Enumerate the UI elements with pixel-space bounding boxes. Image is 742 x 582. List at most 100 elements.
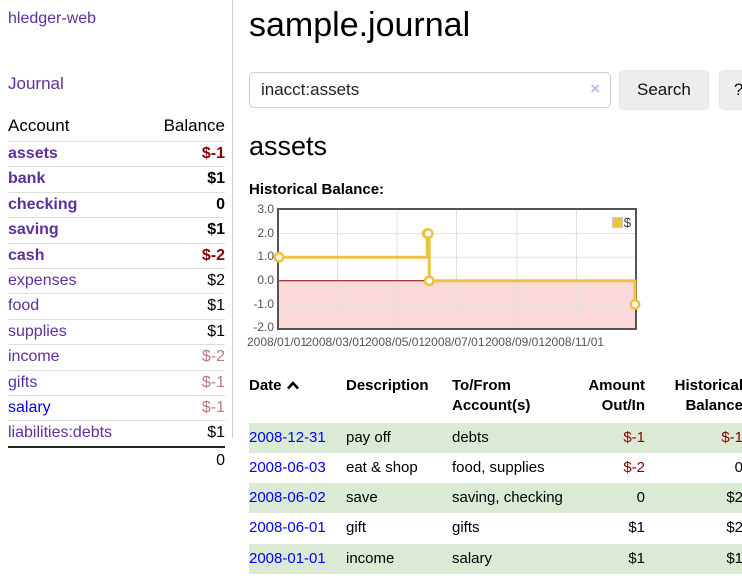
account-balance: $1	[144, 217, 225, 244]
account-link-liabilities-debts[interactable]: liabilities:debts	[8, 424, 113, 442]
account-row: gifts $-1	[8, 370, 225, 396]
transaction-date-link[interactable]: 2008-01-01	[249, 549, 326, 567]
transaction-amount: $1	[628, 519, 645, 537]
app-title-link[interactable]: hledger-web	[8, 10, 97, 27]
main-content: sample.journal × Search ? assets Histori…	[233, 0, 742, 574]
x-tick-label: 2008/01/01	[246, 335, 308, 350]
account-balance: $-2	[144, 344, 225, 371]
account-row: salary $-1	[8, 395, 225, 422]
help-button[interactable]: ?	[718, 70, 742, 111]
y-tick-label: 1.0	[257, 249, 274, 264]
legend-swatch-icon	[611, 217, 623, 229]
chart-title: Historical Balance:	[249, 181, 385, 199]
chart-point	[423, 275, 435, 287]
account-balance: $1	[144, 166, 225, 193]
register-table: Date Description To/From Account(s) Amou…	[249, 373, 742, 574]
account-balance: 0	[144, 192, 225, 219]
transaction-balance: 0	[734, 458, 742, 476]
legend-label: $	[623, 215, 631, 231]
sidebar: hledger-web Journal Account Balance asse…	[0, 0, 233, 474]
account-row: food $1	[8, 293, 225, 320]
account-row: saving $1	[8, 217, 225, 244]
account-row: checking 0	[8, 192, 225, 219]
account-link-bank[interactable]: bank	[8, 170, 46, 188]
transaction-date-link[interactable]: 2008-06-01	[249, 519, 326, 537]
transaction-row[interactable]: 2008-01-01 income salary $1 $1	[249, 543, 742, 574]
page-title: sample.journal	[249, 6, 471, 44]
chart-point	[422, 228, 434, 240]
transaction-accounts: food, supplies	[452, 458, 545, 476]
transaction-accounts: saving, checking	[452, 489, 563, 507]
transaction-row[interactable]: 2008-06-01 gift gifts $1 $2	[249, 513, 742, 543]
sort-ascending-icon	[286, 377, 300, 394]
x-tick-label: 2008/05/01	[364, 335, 426, 350]
account-link-checking[interactable]: checking	[8, 195, 78, 213]
accounts-header-account: Account	[8, 113, 145, 142]
account-link-cash[interactable]: cash	[8, 246, 45, 264]
y-tick-label: 2.0	[257, 225, 274, 240]
balance-chart[interactable]: $3.0 2.0 1.0 0.0 -1.0 -2.0 2008/01/01 2008/03/0…	[247, 202, 740, 351]
accounts-table: Account Balance assets $-1 bank $1 check…	[8, 113, 225, 474]
account-row: supplies $1	[8, 319, 225, 346]
account-row: cash $-2	[8, 243, 225, 269]
chart-point	[273, 251, 285, 263]
transaction-amount: 0	[636, 489, 645, 507]
account-balance: $1	[144, 420, 225, 448]
x-tick-label: 2008/03/01	[305, 335, 366, 350]
transaction-balance: $2	[726, 519, 742, 537]
accounts-header-balance: Balance	[144, 113, 225, 142]
account-link-supplies[interactable]: supplies	[8, 322, 67, 340]
y-tick-label: 3.0	[257, 202, 274, 217]
transaction-accounts: gifts	[452, 519, 480, 537]
transaction-date-link[interactable]: 2008-12-31	[249, 428, 326, 446]
register-header-accounts: To/From Account(s)	[452, 377, 531, 415]
chart-point	[629, 299, 641, 310]
account-link-salary[interactable]: salary	[8, 398, 51, 416]
transaction-row[interactable]: 2008-12-31 pay off debts $-1 $-1	[249, 422, 742, 453]
x-tick-label: 2008/07/01	[424, 335, 485, 350]
register-header-date[interactable]: Date	[249, 373, 346, 423]
account-link-food[interactable]: food	[8, 297, 40, 315]
transaction-amount: $-2	[623, 458, 645, 476]
account-balance: $-1	[144, 395, 225, 422]
x-tick-label: 2008/09/01	[484, 335, 545, 350]
register-header-amount: Amount Out/In	[588, 377, 645, 415]
account-row: income $-2	[8, 344, 225, 371]
account-link-assets[interactable]: assets	[8, 145, 58, 162]
transaction-row[interactable]: 2008-06-03 eat & shop food, supplies $-2…	[249, 453, 742, 483]
transaction-date-link[interactable]: 2008-06-03	[249, 458, 326, 476]
search-input[interactable]	[249, 72, 611, 109]
transaction-balance: $-1	[721, 428, 742, 446]
transaction-date-link[interactable]: 2008-06-02	[249, 489, 326, 507]
account-balance: $1	[144, 319, 225, 346]
account-balance: $-1	[144, 370, 225, 396]
accounts-table-header-row: Account Balance	[8, 113, 225, 142]
chart-plot[interactable]: $	[273, 208, 641, 331]
y-tick-label: -2.0	[253, 320, 274, 335]
account-link-gifts[interactable]: gifts	[8, 373, 38, 391]
transaction-amount: $1	[628, 549, 645, 567]
account-balance: $1	[144, 293, 225, 320]
account-balance: $-2	[144, 243, 225, 269]
sidebar-item-journal[interactable]: Journal	[8, 74, 64, 93]
account-row: assets $-1	[8, 141, 225, 168]
register-header-row: Date Description To/From Account(s) Amou…	[249, 373, 742, 423]
account-link-saving[interactable]: saving	[8, 221, 59, 239]
transaction-description: pay off	[346, 428, 391, 446]
x-tick-label: 2008/11/01	[544, 335, 605, 350]
account-balance: $2	[144, 268, 225, 295]
search-button[interactable]: Search	[619, 70, 709, 111]
transaction-description: income	[346, 549, 395, 567]
search-box: ×	[249, 72, 611, 109]
transaction-amount: $-1	[623, 428, 645, 446]
account-row: liabilities:debts $1	[8, 420, 225, 448]
account-link-expenses[interactable]: expenses	[8, 271, 77, 289]
register-header-description: Description	[346, 377, 429, 395]
accounts-total: 0	[144, 445, 225, 474]
account-link-income[interactable]: income	[8, 348, 60, 366]
search-form: × Search ?	[249, 70, 742, 111]
account-row: bank $1	[8, 166, 225, 193]
transaction-row[interactable]: 2008-06-02 save saving, checking 0 $2	[249, 483, 742, 514]
clear-search-icon[interactable]: ×	[590, 79, 600, 99]
